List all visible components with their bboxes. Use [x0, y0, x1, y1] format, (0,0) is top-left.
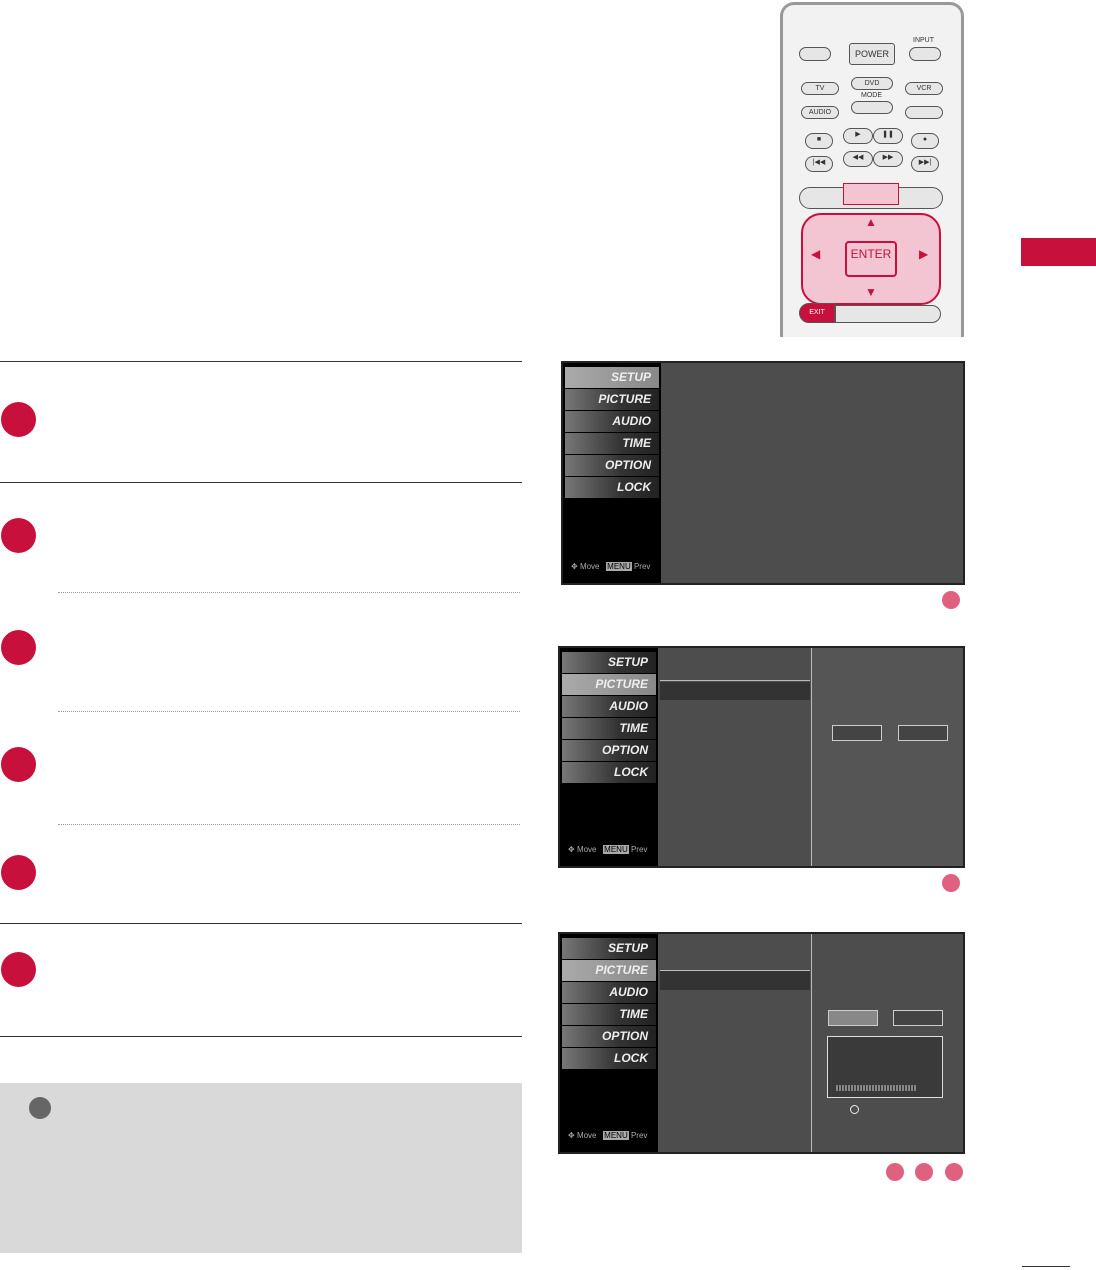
mode-button[interactable] — [851, 101, 893, 114]
rule — [0, 1036, 522, 1037]
mode-label: MODE — [861, 92, 882, 99]
menu-item-lock[interactable]: LOCK — [562, 1048, 656, 1069]
menu-item-time[interactable]: TIME — [562, 1004, 656, 1025]
step-marker — [942, 874, 960, 892]
power-button[interactable]: POWER — [849, 43, 895, 65]
menu-item-lock[interactable]: LOCK — [565, 477, 659, 498]
up-arrow-icon[interactable]: ▲ — [865, 215, 877, 229]
blank-button[interactable] — [799, 47, 831, 61]
rule — [0, 482, 522, 483]
step-marker — [942, 591, 960, 609]
menu-item-setup[interactable]: SETUP — [562, 652, 656, 673]
menu-item-picture[interactable]: PICTURE — [562, 960, 656, 981]
audio-button[interactable]: AUDIO — [801, 106, 839, 119]
menu-sidebar: SETUP PICTURE AUDIO TIME OPTION LOCK ✥ M… — [563, 363, 661, 583]
step-marker — [915, 1163, 933, 1181]
step-marker-5 — [1, 855, 36, 890]
step-marker-3 — [1, 630, 36, 665]
menu-footer: ✥ Move MENU Prev — [568, 845, 648, 854]
tv-button[interactable]: TV — [801, 82, 839, 95]
remote-control: POWER INPUT TV DVD VCR MODE AUDIO ■ ▶ ❚❚… — [780, 2, 964, 337]
record-button[interactable]: ● — [911, 133, 939, 149]
dpad[interactable] — [801, 213, 941, 305]
step-marker-6 — [1, 952, 36, 987]
preview-window — [827, 1036, 943, 1098]
dotted-rule — [58, 711, 520, 712]
option-button-1[interactable] — [832, 725, 882, 741]
menu-footer: ✥ Move MENU Prev — [571, 562, 651, 571]
enter-button[interactable]: ENTER — [845, 241, 897, 277]
option-button-2[interactable] — [898, 725, 948, 741]
note-icon — [29, 1097, 51, 1119]
osd-menu-2: SETUP PICTURE AUDIO TIME OPTION LOCK ✥ M… — [558, 646, 965, 868]
menu-item-audio[interactable]: AUDIO — [565, 411, 659, 432]
blank-mode-button[interactable] — [905, 106, 943, 119]
menu-item-picture[interactable]: PICTURE — [562, 674, 656, 695]
submenu-divider — [660, 970, 810, 971]
menu-item-time[interactable]: TIME — [565, 433, 659, 454]
stop-button[interactable]: ■ — [805, 133, 833, 149]
input-label: INPUT — [913, 37, 934, 44]
menu-item-lock[interactable]: LOCK — [562, 762, 656, 783]
rule — [0, 361, 522, 362]
menu-item-option[interactable]: OPTION — [565, 455, 659, 476]
fast-forward-button[interactable]: ▶▶ — [873, 151, 903, 167]
dvd-button[interactable]: DVD — [851, 77, 893, 90]
submenu-divider — [660, 680, 810, 681]
menu-item-audio[interactable]: AUDIO — [562, 696, 656, 717]
step-marker-4 — [1, 747, 36, 782]
menu-item-audio[interactable]: AUDIO — [562, 982, 656, 1003]
bottom-buttons[interactable] — [835, 305, 941, 323]
menu-item-setup[interactable]: SETUP — [565, 367, 659, 388]
right-arrow-icon[interactable]: ▶ — [919, 247, 929, 261]
exit-button[interactable]: EXIT — [799, 303, 835, 323]
left-arrow-icon[interactable]: ◀ — [811, 247, 821, 261]
menu-item-time[interactable]: TIME — [562, 718, 656, 739]
menu-item-option[interactable]: OPTION — [562, 740, 656, 761]
page-number-rule — [1022, 1266, 1070, 1267]
menu-item-option[interactable]: OPTION — [562, 1026, 656, 1047]
input-button[interactable] — [909, 47, 941, 61]
enter-icon — [850, 1105, 859, 1114]
menu-sidebar: SETUP PICTURE AUDIO TIME OPTION LOCK ✥ M… — [560, 934, 658, 1152]
vcr-button[interactable]: VCR — [905, 82, 943, 95]
skip-back-button[interactable]: |◀◀ — [805, 156, 833, 172]
step-marker — [886, 1163, 904, 1181]
note-box — [0, 1083, 522, 1253]
submenu-selected-row[interactable] — [660, 971, 810, 990]
panel-divider — [811, 934, 812, 1152]
step-marker — [945, 1163, 963, 1181]
right-panel — [812, 648, 963, 866]
osd-menu-1: SETUP PICTURE AUDIO TIME OPTION LOCK ✥ M… — [561, 361, 965, 585]
option-button-2[interactable] — [893, 1010, 943, 1026]
submenu-selected-row[interactable] — [660, 682, 810, 700]
down-arrow-icon[interactable]: ▼ — [865, 285, 877, 299]
pause-button[interactable]: ❚❚ — [873, 128, 903, 144]
progress-bar — [836, 1085, 916, 1091]
section-tab — [1021, 238, 1096, 266]
rewind-button[interactable]: ◀◀ — [843, 151, 873, 167]
play-button[interactable]: ▶ — [843, 128, 873, 144]
skip-forward-button[interactable]: ▶▶| — [911, 156, 939, 172]
menu-footer: ✥ Move MENU Prev — [568, 1131, 648, 1140]
menu-button-highlight[interactable] — [843, 183, 899, 205]
rule — [0, 923, 522, 924]
menu-sidebar: SETUP PICTURE AUDIO TIME OPTION LOCK ✥ M… — [560, 648, 658, 866]
dotted-rule — [58, 824, 520, 825]
osd-menu-3: SETUP PICTURE AUDIO TIME OPTION LOCK ✥ M… — [558, 932, 965, 1154]
menu-item-picture[interactable]: PICTURE — [565, 389, 659, 410]
dotted-rule — [58, 592, 520, 593]
panel-divider — [811, 648, 812, 866]
option-button-1[interactable] — [828, 1010, 878, 1026]
step-marker-1 — [1, 402, 36, 437]
menu-item-setup[interactable]: SETUP — [562, 938, 656, 959]
step-marker-2 — [1, 518, 36, 553]
